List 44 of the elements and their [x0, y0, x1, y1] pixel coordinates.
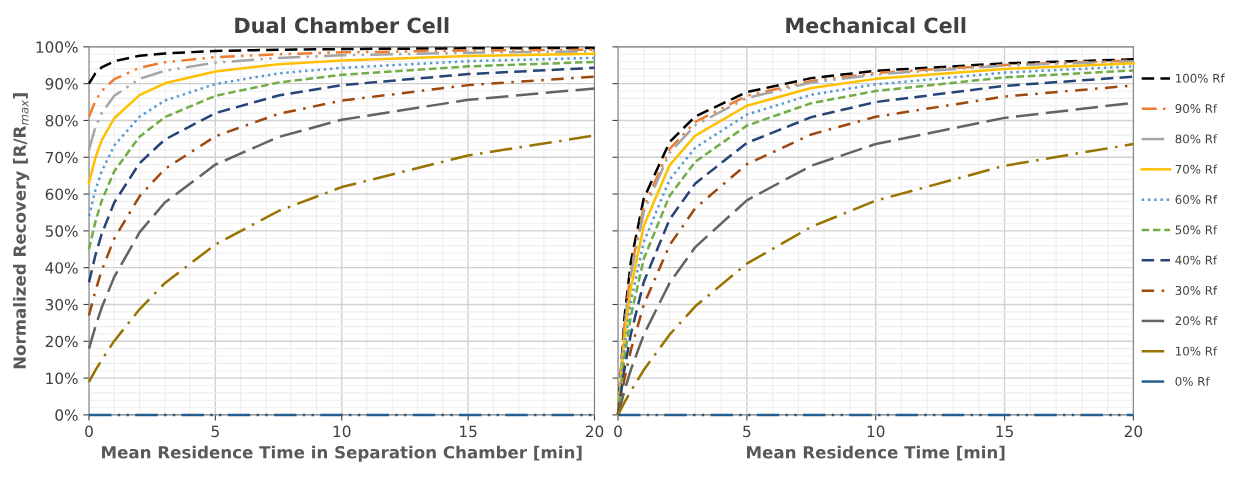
x-tick-label: 0 — [614, 425, 622, 438]
line-series — [87, 66, 596, 284]
y-tick-label: 80% — [45, 114, 78, 127]
legend-label: 10% Rf — [1176, 346, 1218, 356]
legend-label: 90% Rf — [1175, 103, 1218, 114]
x-axis-title: Mean Residence Time in Separation Chamber [min] — [102, 445, 582, 462]
y-tick-label: 60% — [45, 188, 78, 201]
legend-label: 30% Rf — [1175, 285, 1218, 295]
x-tick-label: 20 — [585, 425, 604, 438]
y-tick-label: 0% — [55, 409, 78, 421]
line-series — [87, 87, 596, 350]
legend-label: 100% Rf — [1176, 73, 1225, 83]
y-tick-label: 100% — [36, 41, 78, 53]
y-tick-label: 10% — [46, 372, 78, 385]
line-series — [87, 60, 596, 251]
line-series — [87, 52, 596, 185]
line-series — [87, 50, 596, 152]
legend-label: 50% Rf — [1175, 225, 1218, 235]
x-tick-label: 5 — [743, 425, 751, 438]
x-tick-label: 20 — [1124, 425, 1143, 438]
x-tick-label: 15 — [996, 425, 1013, 438]
legend-label: 0% Rf — [1175, 376, 1210, 386]
chart-title: Mechanical Cell — [786, 17, 966, 34]
y-tick-label: 30% — [45, 298, 78, 311]
y-axis-title: Normalized Recovery [R/R$_{max}$] — [13, 93, 30, 369]
line-series — [87, 56, 596, 218]
legend-label: 40% Rf — [1175, 255, 1218, 265]
legend-label: 80% Rf — [1175, 134, 1218, 144]
y-tick-label: 50% — [45, 225, 78, 237]
x-tick-label: 10 — [867, 425, 885, 438]
y-tick-label: 40% — [45, 262, 78, 274]
x-tick-label: 15 — [460, 425, 477, 438]
line-series — [87, 75, 596, 317]
chart-title: Dual Chamber Cell — [235, 17, 449, 34]
legend-label: 60% Rf — [1175, 194, 1218, 204]
y-tick-label: 90% — [45, 78, 78, 90]
x-tick-label: 10 — [333, 425, 351, 438]
y-tick-label: 70% — [45, 151, 78, 164]
x-tick-label: 0 — [85, 425, 93, 438]
legend-label: 70% Rf — [1175, 164, 1218, 174]
x-tick-label: 5 — [211, 425, 219, 438]
x-axis-title: Mean Residence Time [min] — [747, 445, 1005, 461]
y-tick-label: 20% — [45, 335, 78, 348]
legend-label: 20% Rf — [1175, 316, 1218, 326]
